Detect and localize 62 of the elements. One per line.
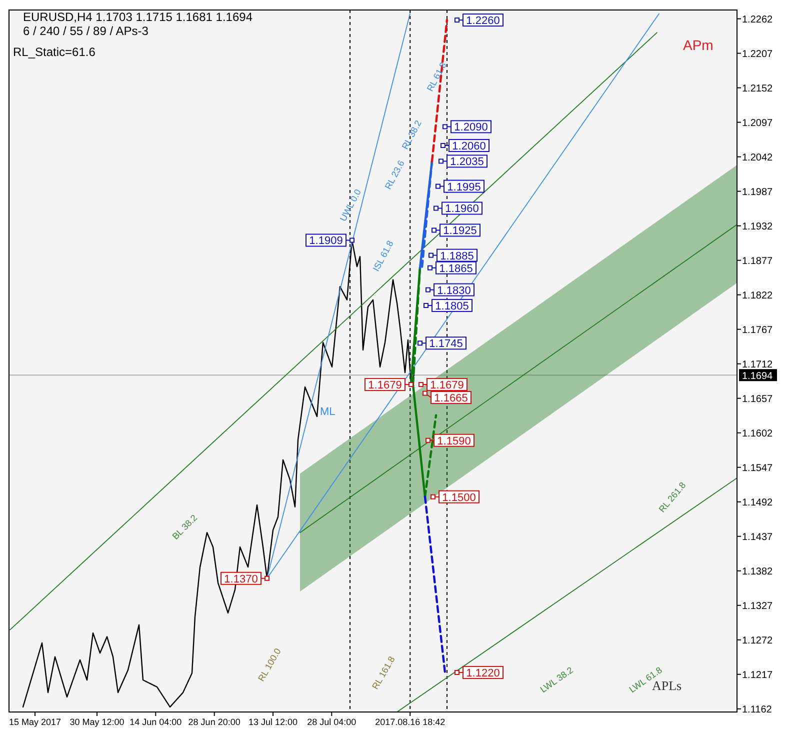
data-label: 1.1590	[437, 435, 471, 448]
x-tick-label: 30 May 12:00	[70, 717, 124, 727]
data-label: 1.1500	[442, 492, 476, 504]
y-tick-label: 1.1712	[742, 359, 774, 370]
y-tick-label: 1.2262	[742, 14, 774, 26]
annotation: LWL 38.2	[538, 664, 575, 695]
data-label: 1.1865	[439, 262, 473, 275]
y-tick-label: 1.1492	[742, 497, 774, 508]
data-label: 1.1679	[430, 380, 464, 392]
y-tick-label: 1.1877	[742, 256, 774, 267]
y-tick-label: 1.1217	[742, 670, 774, 681]
annotation: UWL 0.0	[338, 188, 364, 223]
data-label: 1.1679	[368, 380, 402, 392]
annotation: RL 38.2	[400, 118, 424, 151]
y-tick-label: 1.1767	[742, 324, 774, 336]
data-label: 1.1885	[440, 250, 474, 262]
data-label: 1.2035	[450, 156, 484, 168]
x-tick-label: 15 May 2017	[8, 717, 62, 727]
annotation: ISL 61.8	[370, 238, 396, 273]
data-label: 1.2060	[452, 140, 486, 153]
data-label: 1.2260	[466, 15, 500, 28]
data-label: 1.1925	[443, 225, 477, 238]
annotation: APm	[683, 37, 714, 53]
x-tick-label: 28 Jun 20:00	[188, 717, 240, 727]
y-tick-label: 1.2042	[742, 152, 774, 164]
x-tick-label: 14 Jun 04:00	[130, 717, 182, 727]
data-label: 1.1370	[224, 573, 258, 586]
annotation: BL 38.2	[170, 512, 200, 542]
y-tick-label: 1.1272	[742, 635, 774, 646]
y-tick-label: 1.1987	[742, 186, 774, 198]
y-tick-label: 1.2097	[742, 118, 774, 129]
annotation: RL_Static=61.6	[13, 45, 96, 59]
data-label: 1.1805	[435, 300, 469, 312]
x-tick-label: 13 Jul 12:00	[248, 717, 298, 727]
y-tick-label: 1.1162	[742, 704, 772, 716]
data-label: 1.1909	[309, 235, 343, 248]
y-tick-label: 1.1822	[742, 290, 774, 302]
y-tick-label: 1.1437	[742, 532, 774, 543]
ref-line-label: 1.1694	[742, 371, 774, 382]
y-tick-label: 1.1932	[742, 221, 774, 232]
y-tick-label: 1.2207	[742, 48, 774, 60]
y-tick-label: 1.2152	[742, 83, 774, 94]
data-label: 1.1830	[437, 284, 471, 297]
y-tick-label: 1.1382	[742, 566, 774, 578]
annotation: RL 23.6	[382, 158, 406, 191]
data-label: 1.1220	[466, 667, 500, 680]
y-tick-label: 1.1657	[742, 394, 774, 405]
y-tick-label: 1.1547	[742, 462, 774, 474]
annotation: ML	[320, 406, 336, 418]
x-tick-label: 28 Jul 04:00	[307, 717, 356, 727]
chart-title: EURUSD,H4 1.1703 1.1715 1.1681 1.1694	[23, 10, 253, 24]
y-tick-label: 1.1327	[742, 600, 774, 612]
text: 6 / 240 / 55 / 89 / APs-3	[23, 24, 149, 38]
annotation: RL 61.8	[424, 60, 448, 93]
data-label: 1.1745	[429, 338, 463, 350]
annotation: APLs	[652, 678, 682, 693]
data-label: 1.2090	[454, 122, 488, 134]
data-label: 1.1665	[434, 392, 468, 405]
data-label: 1.1995	[447, 181, 481, 194]
data-label: 1.1960	[445, 203, 479, 216]
x-tick-label: 2017.08.16 18:42	[375, 717, 446, 727]
y-tick-label: 1.1602	[742, 428, 774, 440]
